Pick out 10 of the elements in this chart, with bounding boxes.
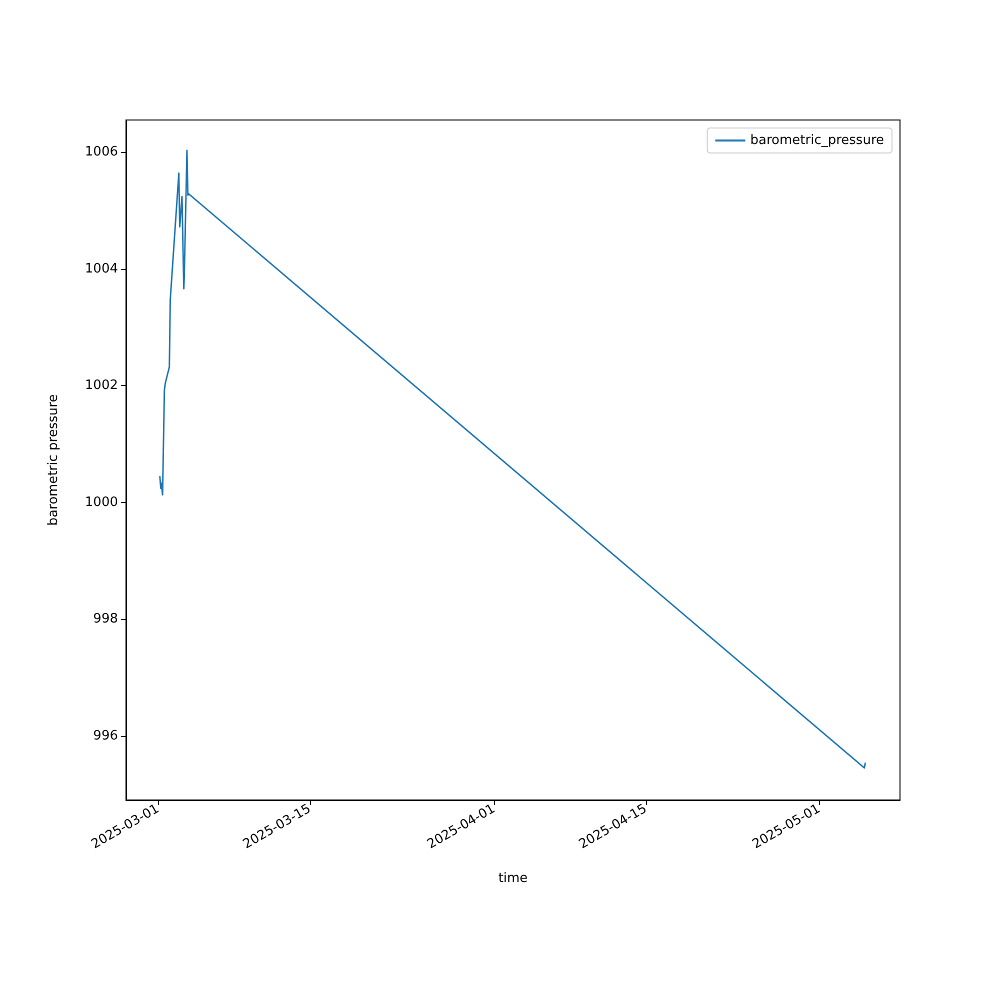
y-tick-label: 996 (93, 728, 118, 744)
y-tick-label: 1002 (84, 378, 118, 394)
y-axis-title: barometric pressure (46, 394, 61, 526)
y-tick-label: 1000 (84, 494, 118, 510)
y-tick-label: 1006 (84, 144, 118, 160)
legend-label: barometric_pressure (750, 133, 884, 148)
x-axis-title: time (498, 871, 528, 886)
y-tick-label: 998 (93, 612, 118, 627)
y-tick-label: 1004 (84, 261, 118, 276)
line-series (159, 150, 866, 769)
